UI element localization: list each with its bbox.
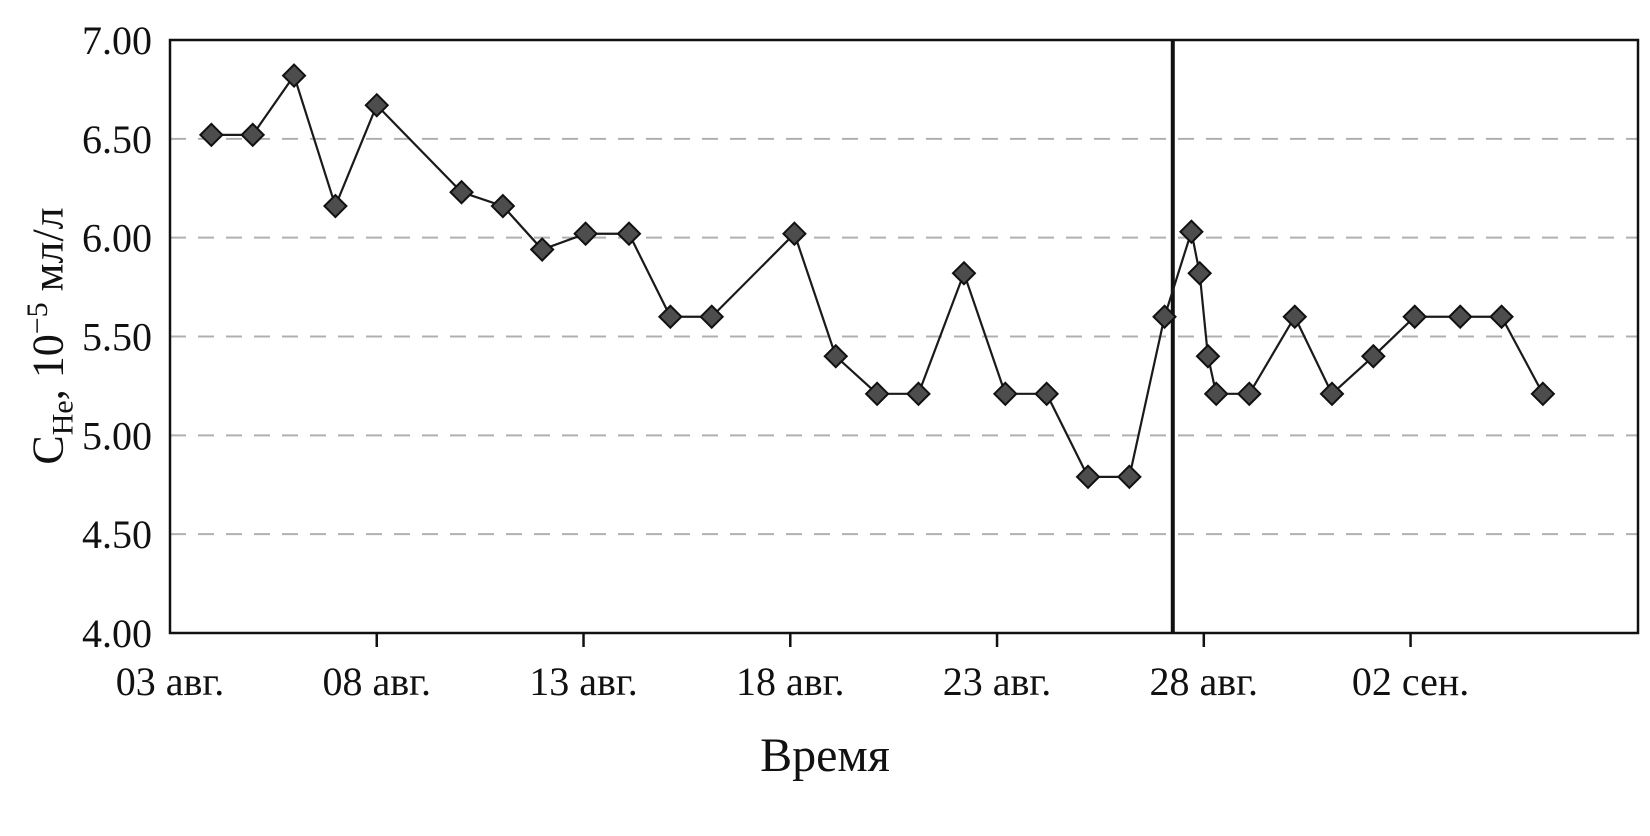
data-point-marker	[782, 221, 807, 247]
data-point-marker	[1178, 219, 1204, 245]
data-point-marker	[1530, 381, 1556, 407]
y-tick-label: 5.00	[82, 413, 152, 458]
data-point-marker	[1203, 381, 1229, 407]
data-point-marker	[616, 221, 642, 247]
data-point-marker	[1489, 304, 1514, 330]
data-point-marker	[1187, 260, 1213, 286]
data-point-marker	[951, 260, 977, 286]
x-tick-label: 08 авг.	[322, 659, 431, 704]
y-tick-label: 4.50	[82, 512, 152, 557]
x-tick-label: 02 сен.	[1352, 659, 1469, 704]
data-point-marker	[529, 237, 555, 262]
data-point-marker	[1402, 304, 1428, 330]
x-tick-label: 18 авг.	[736, 659, 845, 704]
y-axis-title-middle: , 10	[23, 334, 73, 401]
data-point-marker	[1075, 464, 1101, 490]
y-tick-label: 6.50	[82, 117, 152, 162]
data-point-marker	[1034, 381, 1060, 407]
data-point-marker	[364, 92, 390, 118]
data-point-marker	[864, 381, 890, 407]
x-tick-label: 13 авг.	[529, 659, 638, 704]
x-tick-label: 03 авг.	[116, 659, 225, 704]
x-axis: 03 авг. 08 авг. 13 авг. 18 авг. 23 авг. 28 ав…	[116, 633, 1469, 704]
y-axis-title-subscript: He	[46, 400, 80, 436]
y-tick-label: 6.00	[82, 216, 152, 261]
data-point-marker	[906, 381, 931, 407]
data-point-marker	[992, 381, 1018, 407]
y-axis-title: CHe, 10−5 мл/л	[10, 86, 79, 586]
data-point-marker	[823, 343, 849, 369]
y-tick-label: 5.50	[82, 315, 152, 360]
data-point-marker	[281, 63, 307, 88]
data-point-marker	[1195, 343, 1221, 369]
data-point-marker	[1447, 304, 1473, 330]
x-tick-label: 23 авг.	[943, 659, 1052, 704]
data-point-marker	[322, 193, 348, 219]
data-point-marker	[1152, 304, 1177, 330]
y-tick-label: 4.00	[82, 611, 152, 656]
data-point-marker	[1236, 381, 1262, 407]
y-tick-label: 7.00	[82, 18, 152, 63]
data-point-marker	[657, 304, 683, 330]
y-axis-title-rest: мл/л	[23, 207, 73, 303]
x-tick-label: 28 авг.	[1150, 659, 1259, 704]
data-point-marker	[1360, 343, 1386, 369]
data-point-marker	[449, 179, 474, 205]
data-series-line	[211, 73, 1544, 478]
y-gridlines	[170, 137, 1638, 536]
data-point-marker	[240, 122, 266, 148]
data-point-marker	[699, 304, 725, 330]
y-axis-title-base: C	[23, 435, 73, 465]
data-series-markers	[198, 63, 1556, 490]
data-point-marker	[490, 193, 516, 219]
y-axis-title-superscript: −5	[21, 302, 54, 335]
x-axis-title: Время	[760, 729, 890, 782]
data-point-marker	[198, 122, 224, 148]
plot-border	[168, 38, 1640, 635]
data-point-marker	[573, 221, 599, 247]
data-point-marker	[1116, 464, 1142, 490]
data-point-marker	[1282, 304, 1308, 330]
y-axis: 4.00 4.50 5.00 5.50 6.00 6.50 7.00	[82, 18, 152, 656]
data-point-marker	[1319, 381, 1345, 407]
